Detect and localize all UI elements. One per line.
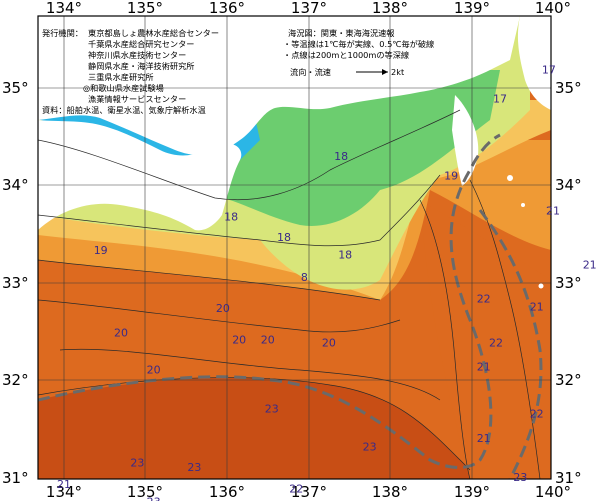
lat-label: 33° [2, 274, 29, 292]
legend-block: 海況図：関東・東海海況速報 ・等温線は1℃毎が実線、0.5℃毎が破線 ・点線は2… [283, 28, 434, 77]
current-scale: 2kt [391, 67, 405, 77]
land-izu [452, 95, 479, 186]
isotherm-label: 21 [583, 258, 597, 271]
isotherm-label: 22 [477, 293, 491, 306]
note-line: ・等温線は1℃毎が実線、0.5℃毎が破線 [283, 39, 434, 49]
lon-labels-bottom: 134° 135° 136° 137° 138° 139° 140° [46, 483, 571, 501]
isotherm-label: 23 [265, 403, 279, 416]
isotherm-label: 19 [444, 170, 458, 183]
isotherm-label: 23 [130, 456, 144, 469]
data-source: 資料：船舶水温、衛星水温、気象庁解析水温 [42, 105, 206, 115]
graticule [38, 16, 551, 479]
issuer-block: 発行機関： 東京都島しょ農林水産総合センター 千葉県水産総合研究センター 神奈川… [42, 28, 219, 115]
lon-label: 137° [291, 0, 327, 17]
isotherm-label: 23 [147, 495, 161, 501]
lon-label: 135° [127, 483, 163, 501]
issuer-line: 東京都島しょ農林水産総合センター [88, 28, 219, 38]
lon-label: 136° [209, 0, 245, 17]
isotherm-label: 20 [322, 336, 336, 349]
lat-label: 35° [2, 79, 29, 97]
isotherm-label: 18 [334, 150, 348, 163]
band-cool [210, 70, 500, 226]
isotherm-label: 8 [301, 271, 308, 284]
land [38, 16, 551, 289]
issuer-line: ◎和歌山県水産試験場 [83, 83, 164, 93]
isotherm-label: 21 [546, 205, 560, 218]
lon-label: 139° [454, 0, 490, 17]
lon-label: 136° [209, 483, 245, 501]
lon-label: 135° [127, 0, 163, 17]
lat-label: 35° [555, 79, 582, 97]
lat-label: 32° [2, 371, 29, 389]
isotherm-label: 20 [147, 364, 161, 377]
lon-label: 134° [46, 0, 82, 17]
kuroshio-axis [38, 133, 543, 479]
isotherm-label: 21 [477, 432, 491, 445]
isotherm-label: 21 [57, 478, 71, 491]
lon-label: 140° [535, 0, 571, 17]
isotherm-label: 21 [530, 300, 544, 313]
lat-label: 34° [555, 176, 582, 194]
lon-label: 137° [291, 483, 327, 501]
isotherm-label: 23 [187, 461, 201, 474]
lon-label: 138° [372, 483, 408, 501]
lon-label: 139° [454, 483, 490, 501]
isotherm-label: 22 [530, 408, 544, 421]
lon-label: 138° [372, 0, 408, 17]
isotherm-label: 19 [94, 244, 108, 257]
isotherm-label: 21 [554, 499, 568, 501]
isotherm-labels: 17 17 18 19 18 18 18 19 8 21 21 22 21 20 20 20 20 20 22 20 2… [57, 63, 597, 501]
current-scale-arrowhead [382, 69, 388, 75]
isotherm-label: 18 [277, 231, 291, 244]
isotherm-label: 20 [114, 327, 128, 340]
note-line: ・点線は200mと1000mの等深線 [283, 50, 409, 60]
current-label: 流向・流速 [290, 67, 331, 77]
isotherm-label: 22 [289, 483, 303, 496]
lat-label: 34° [2, 176, 29, 194]
isotherm-label: 17 [493, 93, 507, 106]
isotherm-label: 17 [542, 63, 556, 76]
land-kii [38, 120, 242, 231]
lat-label: 32° [555, 371, 582, 389]
lat-label: 31° [2, 469, 29, 487]
land-miyake [538, 283, 544, 289]
issuer-line: 神奈川県水産技術センター [88, 50, 186, 60]
lat-labels-left: 35° 34° 33° 32° 31° [2, 79, 29, 487]
lon-labels-top: 134° 135° 136° 137° 138° 139° 140° [46, 0, 571, 17]
issuer-line: 静岡県水産・海洋技術研究所 [88, 61, 194, 71]
land-izu-oshima [507, 175, 513, 181]
lat-label: 33° [555, 274, 582, 292]
isotherm-lines [38, 109, 541, 479]
lat-label: 31° [555, 469, 582, 487]
isotherm-label: 21 [477, 361, 491, 374]
land-honshu-west [38, 16, 520, 156]
isotherm-label: 20 [232, 333, 246, 346]
isotherm-label: 23 [513, 471, 527, 484]
isotherm-label: 22 [489, 336, 503, 349]
isotherm-label: 20 [216, 302, 230, 315]
issuer-line: 漁業情報サービスセンター [88, 94, 186, 104]
lon-label: 134° [46, 483, 82, 501]
lat-labels-right: 35° 34° 33° 32° 31° [555, 79, 582, 487]
isotherm-label: 23 [363, 441, 377, 454]
band-hot-east [420, 200, 551, 479]
issuer-line: 千葉県水産総合研究センター [88, 39, 194, 49]
issuer-title: 発行機関： [42, 28, 83, 38]
map-frame [37, 15, 552, 480]
land-toshima [521, 203, 525, 207]
band-hottest [38, 377, 470, 479]
land-boso [517, 16, 551, 110]
isotherm-label: 20 [261, 333, 275, 346]
chart-title: 海況図：関東・東海海況速報 [288, 28, 394, 38]
lon-label: 140° [535, 483, 571, 501]
issuer-line: 三重県水産研究所 [88, 72, 154, 82]
isotherm-label: 18 [224, 211, 238, 224]
isotherm-label: 18 [338, 249, 352, 262]
